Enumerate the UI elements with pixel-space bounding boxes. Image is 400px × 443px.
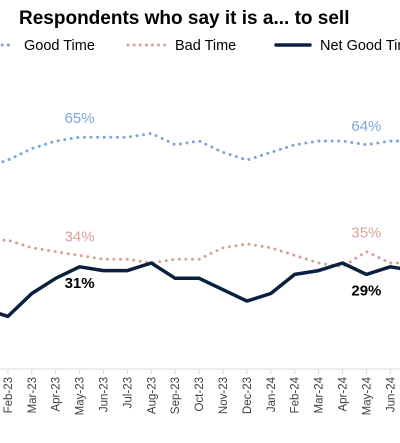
x-tick-label-may-24: May-24 <box>361 376 373 415</box>
x-tick-label-may-23: May-23 <box>75 377 87 415</box>
x-tick-label-apr-23: Apr-23 <box>51 377 63 412</box>
data-label-net-good-time-may-24: 29% <box>351 282 381 299</box>
x-tick-label-jun-23: Jun-23 <box>99 377 111 412</box>
x-tick-label-nov-23: Nov-23 <box>218 377 230 414</box>
x-tick-label-oct-23: Oct-23 <box>194 377 206 412</box>
x-tick-label-aug-23: Aug-23 <box>146 377 158 414</box>
x-tick-label-feb-23: Feb-23 <box>3 377 15 413</box>
x-tick-label-mar-24: Mar-24 <box>314 376 326 413</box>
legend-label-net-good-time: Net Good Time <box>320 38 400 54</box>
x-tick-label-sep-23: Sep-23 <box>170 377 182 414</box>
series-line-good-time <box>0 131 400 165</box>
data-label-bad-time-may-23: 34% <box>65 228 95 245</box>
annotation-layer: 65% 64% 34% 35% 31% 29% <box>65 110 382 299</box>
x-tick-label-jan-24: Jan-24 <box>266 376 278 412</box>
legend-label-bad-time: Bad Time <box>175 38 236 54</box>
x-tick-label-dec-23: Dec-23 <box>242 377 254 414</box>
data-label-net-good-time-may-23: 31% <box>65 275 95 292</box>
data-label-bad-time-may-24: 35% <box>351 225 381 242</box>
x-tick-label-feb-24: Feb-24 <box>290 376 302 413</box>
legend-label-good-time: Good Time <box>24 38 95 54</box>
legend: Good Time Bad Time Net Good Time <box>0 38 400 54</box>
x-axis: Feb-23 Mar-23 Apr-23 May-23 Jun-23 Jul-23 Aug-… <box>0 368 400 415</box>
x-tick-label-jun-24: Jun-24 <box>385 376 397 412</box>
series-line-bad-time <box>0 238 400 269</box>
data-label-good-time-may-23: 65% <box>65 110 95 127</box>
chart-title: Respondents who say it is a... to sell <box>19 8 349 29</box>
x-tick-label-jul-23: Jul-23 <box>122 377 134 408</box>
x-tick-label-mar-23: Mar-23 <box>27 377 39 413</box>
series-line-net-good-time <box>0 261 400 319</box>
data-label-good-time-may-24: 64% <box>351 118 381 135</box>
series-layer <box>0 131 400 319</box>
x-tick-label-apr-24: Apr-24 <box>338 376 350 411</box>
